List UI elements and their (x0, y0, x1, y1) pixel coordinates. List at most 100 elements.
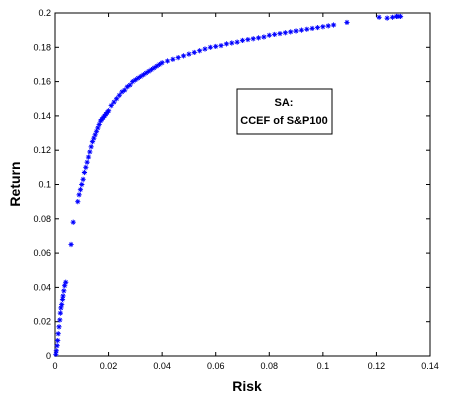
data-point (130, 79, 136, 85)
data-point (277, 30, 283, 37)
data-points (53, 13, 404, 357)
data-point (62, 283, 68, 289)
data-point (54, 343, 60, 349)
data-point (81, 169, 88, 176)
data-point (57, 317, 63, 323)
legend-line-1: SA: (275, 97, 294, 109)
data-point (53, 351, 59, 357)
data-point (304, 26, 310, 32)
data-point (191, 49, 197, 56)
data-point (202, 46, 208, 52)
data-point (266, 32, 272, 38)
data-point (397, 13, 404, 20)
data-point (140, 72, 146, 78)
data-point (159, 60, 165, 66)
y-tick-label: 0.16 (33, 77, 51, 87)
data-point (76, 192, 82, 198)
data-point (293, 28, 299, 34)
data-point (95, 125, 101, 131)
x-axis-ticks: 0 0.02 0.04 0.06 0.08 0.1 0.12 0.14 (52, 13, 439, 371)
data-point (135, 75, 141, 81)
data-point (218, 42, 224, 49)
data-point (245, 36, 251, 43)
legend-box: SA: CCEF of S&P100 (236, 88, 333, 135)
legend-frame (236, 88, 333, 135)
data-point (88, 144, 94, 150)
data-point (389, 14, 396, 20)
data-point (132, 77, 138, 83)
x-tick-label: 0.1 (317, 361, 330, 371)
data-point (344, 19, 350, 26)
data-point (151, 65, 157, 71)
data-point (89, 139, 96, 145)
x-tick-label: 0 (52, 361, 57, 371)
data-point (92, 132, 98, 138)
data-point (57, 310, 63, 316)
data-point (80, 176, 86, 182)
data-point (68, 241, 74, 248)
data-point (180, 53, 187, 59)
x-tick-label: 0.04 (153, 361, 171, 371)
y-tick-label: 0.2 (38, 8, 51, 18)
data-point (395, 13, 401, 20)
y-tick-label: 0.12 (33, 145, 51, 155)
data-point (156, 61, 163, 68)
data-point (77, 187, 84, 193)
data-point (223, 41, 230, 47)
y-axis-ticks: 0 0.02 0.04 0.06 0.08 0.1 0.12 0.14 0.16 0.18 0.2 (33, 8, 430, 361)
data-point (85, 154, 92, 160)
data-point (114, 96, 120, 102)
data-point (91, 135, 97, 141)
data-point (213, 43, 219, 50)
x-tick-label: 0.02 (100, 361, 118, 371)
data-point (105, 108, 112, 114)
data-point (55, 337, 61, 344)
data-point (56, 324, 62, 330)
data-point (59, 296, 66, 303)
data-point (148, 66, 155, 73)
y-axis-label: Return (7, 161, 23, 206)
y-tick-label: 0.04 (33, 282, 51, 292)
data-point (325, 23, 331, 29)
data-point (197, 48, 203, 54)
data-point (124, 84, 130, 90)
data-point (320, 24, 326, 30)
data-point (229, 40, 235, 46)
data-point (261, 34, 267, 40)
x-tick-label: 0.12 (368, 361, 386, 371)
data-point (146, 68, 152, 74)
data-point (175, 54, 181, 61)
data-point (53, 348, 59, 354)
data-point (63, 279, 69, 285)
data-point (55, 331, 61, 337)
data-point (376, 14, 382, 20)
data-point (330, 22, 337, 28)
data-point (309, 25, 315, 32)
data-point (282, 30, 288, 36)
data-point (119, 89, 125, 95)
data-point (239, 37, 246, 44)
y-tick-label: 0.18 (33, 42, 51, 52)
data-point (59, 301, 65, 308)
data-point (288, 29, 294, 35)
data-point (79, 181, 85, 188)
data-point (164, 58, 171, 64)
data-point (60, 293, 66, 299)
data-point (384, 15, 390, 21)
data-point (108, 103, 114, 109)
x-axis-label: Risk (232, 378, 262, 394)
data-point (314, 24, 321, 31)
data-point (143, 70, 149, 76)
data-point (58, 305, 64, 311)
data-point (116, 92, 122, 98)
data-point (298, 27, 305, 33)
data-point (186, 51, 192, 57)
data-point (122, 87, 128, 93)
data-point (83, 164, 89, 170)
data-point (61, 288, 67, 294)
x-tick-label: 0.08 (261, 361, 279, 371)
x-tick-label: 0.06 (207, 361, 225, 371)
y-tick-label: 0.1 (38, 180, 51, 190)
data-point (234, 39, 240, 45)
data-point (255, 35, 262, 41)
